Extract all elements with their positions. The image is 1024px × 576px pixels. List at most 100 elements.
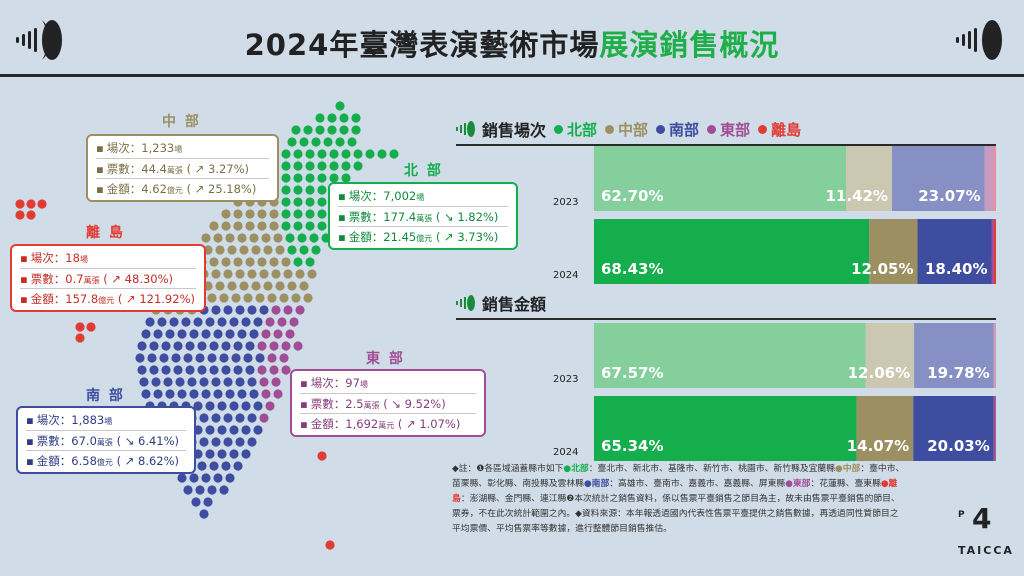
page-number: 4	[972, 502, 992, 535]
map-dot	[241, 401, 251, 411]
map-dot	[153, 389, 163, 399]
bar-segment	[891, 146, 985, 211]
map-dot	[173, 341, 183, 351]
bar-data-label: 65.34%	[601, 437, 663, 455]
chart-title-revenue: 銷售金額	[482, 295, 547, 314]
map-dot	[205, 449, 215, 459]
bar-data-label: 12.05%	[851, 260, 913, 278]
map-dot	[225, 389, 235, 399]
map-dot	[341, 149, 351, 159]
map-dot	[291, 125, 301, 135]
map-dot	[159, 353, 169, 363]
map-dot	[271, 377, 281, 387]
bar-segment	[993, 219, 996, 284]
map-dot	[295, 269, 305, 279]
map-dot	[217, 449, 227, 459]
bar-segment	[991, 219, 994, 284]
sound-wave-icon	[956, 20, 1002, 60]
map-dot	[215, 245, 225, 255]
map-dot	[205, 317, 215, 327]
map-dot	[265, 317, 275, 327]
legend-item-4: 離島	[758, 119, 801, 140]
map-dot	[193, 317, 203, 327]
info-box-central: ▪ 場次：1,233場 ▪ 票數：44.4萬張 ( ↗ 3.27%) ▪ 金額：4.6…	[86, 134, 279, 202]
legend-label: 中部	[618, 120, 649, 139]
map-dot	[273, 389, 283, 399]
org-logo-text: TAICCA	[958, 544, 1014, 557]
info-box-island: ▪ 場次：18場 ▪ 票數：0.7萬張 ( ↗ 48.30%) ▪ 金額：157.8億…	[10, 244, 206, 312]
map-dot	[197, 341, 207, 351]
map-dot	[265, 401, 275, 411]
map-dot	[225, 473, 235, 483]
map-dot-island	[15, 199, 25, 209]
map-dot	[287, 137, 297, 147]
map-dot	[235, 377, 245, 387]
map-dot	[291, 293, 301, 303]
map-dot	[269, 209, 279, 219]
map-dot	[207, 353, 217, 363]
map-dot	[223, 269, 233, 279]
map-dot	[283, 269, 293, 279]
map-dot	[209, 341, 219, 351]
map-dot	[335, 101, 345, 111]
map-dot	[293, 341, 303, 351]
map-dot	[305, 257, 315, 267]
map-dot	[341, 161, 351, 171]
title-part2: 展演銷售概況	[599, 28, 780, 62]
bar-data-label: 19.78%	[927, 364, 989, 382]
map-dot	[271, 269, 281, 279]
map-dot	[205, 401, 215, 411]
map-dot	[317, 221, 327, 231]
footnote: ◆註：❶各區域涵蓋縣市如下●北部：臺北市、新北市、基隆市、新竹市、桃園市、新竹縣…	[452, 464, 905, 534]
map-dot	[351, 113, 361, 123]
map-dot	[249, 233, 259, 243]
map-dot	[189, 473, 199, 483]
map-dot	[229, 317, 239, 327]
info-box-east: ▪ 場次：97場 ▪ 票數：2.5萬張 ( ↘ 9.52%) ▪ 金額：1,692萬元…	[290, 369, 486, 437]
map-dot	[251, 281, 261, 291]
map-dot	[273, 329, 283, 339]
map-dot	[281, 221, 291, 231]
map-dot	[251, 245, 261, 255]
legend-dot	[758, 124, 768, 134]
map-dot	[341, 173, 351, 183]
map-dot	[269, 221, 279, 231]
map-dot	[255, 293, 265, 303]
map-dot	[195, 353, 205, 363]
map-dot	[145, 317, 155, 327]
map-dot	[221, 209, 231, 219]
map-dot	[317, 161, 327, 171]
map-dot	[263, 281, 273, 291]
map-dot	[263, 245, 273, 255]
category-label: 2023	[553, 197, 578, 208]
map-dot	[309, 233, 319, 243]
map-dot	[205, 425, 215, 435]
map-dot	[173, 365, 183, 375]
map-dot	[279, 293, 289, 303]
map-dot	[281, 185, 291, 195]
map-dot	[269, 341, 279, 351]
map-dot	[339, 125, 349, 135]
map-dot	[217, 401, 227, 411]
map-dot	[293, 197, 303, 207]
map-dot	[329, 149, 339, 159]
bar-segment	[917, 219, 992, 284]
map-dot	[307, 269, 317, 279]
bar-data-label: 14.07%	[847, 437, 909, 455]
map-dot	[245, 257, 255, 267]
map-dot	[149, 365, 159, 375]
map-dot	[271, 305, 281, 315]
map-dot	[223, 413, 233, 423]
map-dot	[185, 341, 195, 351]
map-dot-island	[15, 210, 25, 220]
legend-item-0: 北部	[554, 119, 597, 140]
map-dot	[181, 317, 191, 327]
map-dot	[175, 377, 185, 387]
map-dot	[317, 197, 327, 207]
map-dot	[217, 317, 227, 327]
map-dot	[253, 317, 263, 327]
map-dot	[217, 425, 227, 435]
map-dot	[245, 209, 255, 219]
map-dot	[235, 269, 245, 279]
map-dot	[295, 305, 305, 315]
